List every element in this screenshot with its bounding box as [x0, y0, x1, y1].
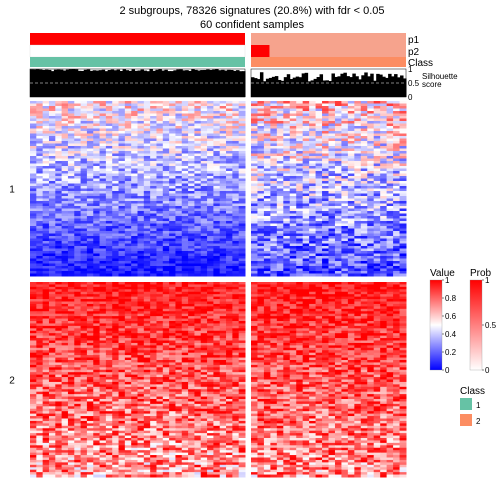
svg-text:0: 0: [408, 93, 413, 102]
svg-text:1: 1: [9, 185, 15, 196]
heatmap-svg: p1p2Class00.51Silhouettescore112Value00.…: [0, 30, 504, 504]
svg-text:Silhouettescore: Silhouettescore: [422, 72, 458, 89]
svg-text:1: 1: [0, 30, 3, 33]
svg-text:1: 1: [408, 65, 413, 74]
chart-title: 2 subgroups, 78326 signatures (20.8%) wi…: [0, 0, 504, 32]
title-line1: 2 subgroups, 78326 signatures (20.8%) wi…: [0, 4, 504, 18]
svg-text:p2: p2: [408, 47, 420, 58]
svg-text:p1: p1: [408, 35, 420, 46]
svg-text:0.5: 0.5: [408, 79, 420, 88]
